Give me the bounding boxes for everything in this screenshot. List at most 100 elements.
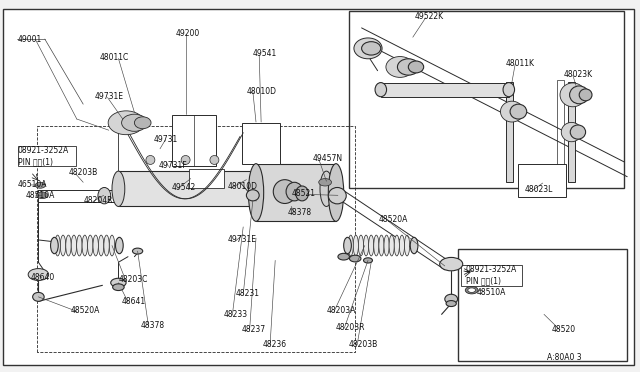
Text: 48233: 48233 — [224, 310, 248, 319]
Bar — [18, 146, 76, 166]
Ellipse shape — [88, 235, 93, 256]
Bar — [506, 82, 513, 182]
Text: 48203B: 48203B — [349, 340, 378, 349]
Ellipse shape — [560, 83, 586, 107]
Text: 49731: 49731 — [154, 135, 178, 144]
Ellipse shape — [328, 187, 346, 204]
Text: 48203B: 48203B — [69, 169, 99, 177]
Ellipse shape — [82, 235, 88, 256]
Ellipse shape — [66, 235, 71, 256]
Text: 48510A: 48510A — [477, 288, 506, 296]
Text: 48011K: 48011K — [506, 59, 534, 68]
Text: 49731F: 49731F — [159, 161, 188, 170]
Text: 49001: 49001 — [17, 35, 42, 44]
Ellipse shape — [115, 237, 123, 254]
Ellipse shape — [440, 257, 463, 271]
Ellipse shape — [108, 111, 144, 135]
Ellipse shape — [375, 83, 387, 97]
Ellipse shape — [35, 182, 45, 188]
Ellipse shape — [338, 253, 349, 260]
Ellipse shape — [374, 235, 379, 256]
Bar — [242, 123, 280, 164]
Text: 49731E: 49731E — [95, 92, 124, 101]
Ellipse shape — [113, 284, 124, 291]
Ellipse shape — [465, 286, 478, 294]
Text: PIN ピン(1): PIN ピン(1) — [18, 157, 53, 166]
Ellipse shape — [510, 104, 527, 119]
Ellipse shape — [354, 38, 382, 59]
Ellipse shape — [369, 235, 374, 256]
Ellipse shape — [579, 89, 592, 101]
Bar — [458, 249, 627, 361]
Ellipse shape — [503, 83, 515, 97]
Ellipse shape — [273, 180, 296, 203]
Ellipse shape — [77, 235, 82, 256]
Ellipse shape — [33, 292, 44, 301]
Ellipse shape — [134, 117, 151, 129]
Ellipse shape — [358, 235, 364, 256]
Ellipse shape — [93, 235, 99, 256]
Bar — [189, 169, 224, 188]
Text: PIN ピン(1): PIN ピン(1) — [466, 276, 501, 285]
Text: 49731E: 49731E — [227, 235, 256, 244]
Ellipse shape — [348, 235, 353, 256]
Text: 48203R: 48203R — [336, 323, 365, 332]
Ellipse shape — [71, 235, 77, 256]
Ellipse shape — [399, 235, 404, 256]
Text: 49200: 49200 — [176, 29, 200, 38]
Ellipse shape — [386, 57, 414, 77]
Text: 48023K: 48023K — [563, 70, 593, 79]
Text: 48378: 48378 — [141, 321, 165, 330]
Ellipse shape — [109, 235, 115, 256]
Text: 48510A: 48510A — [26, 191, 55, 200]
Ellipse shape — [111, 278, 126, 287]
Ellipse shape — [36, 192, 48, 199]
Text: 48641: 48641 — [122, 297, 146, 306]
Bar — [349, 11, 624, 188]
Bar — [381, 83, 509, 97]
Ellipse shape — [319, 179, 332, 186]
Text: 48237: 48237 — [242, 325, 266, 334]
Ellipse shape — [99, 235, 104, 256]
Ellipse shape — [104, 235, 109, 256]
Bar — [518, 164, 566, 197]
Ellipse shape — [146, 155, 155, 164]
Ellipse shape — [28, 269, 49, 280]
Ellipse shape — [349, 255, 361, 262]
Ellipse shape — [98, 187, 111, 204]
Ellipse shape — [55, 235, 60, 256]
Text: 49542: 49542 — [172, 183, 196, 192]
Ellipse shape — [181, 155, 190, 164]
Ellipse shape — [364, 258, 372, 263]
Text: 48640: 48640 — [31, 273, 55, 282]
Ellipse shape — [132, 248, 143, 254]
Ellipse shape — [404, 235, 410, 256]
Ellipse shape — [246, 190, 259, 201]
Ellipse shape — [296, 186, 308, 201]
Ellipse shape — [408, 61, 424, 73]
Ellipse shape — [570, 125, 586, 139]
Ellipse shape — [561, 122, 582, 142]
Ellipse shape — [210, 155, 219, 164]
Text: 48204R: 48204R — [83, 196, 113, 205]
Text: 08921-3252A: 08921-3252A — [18, 146, 69, 155]
Text: 48231: 48231 — [236, 289, 260, 298]
Ellipse shape — [570, 86, 589, 104]
Text: 48520: 48520 — [552, 325, 576, 334]
Text: 49541: 49541 — [253, 49, 277, 58]
Text: 48378: 48378 — [288, 208, 312, 217]
Bar — [568, 82, 575, 182]
Text: 48203A: 48203A — [326, 306, 356, 315]
Ellipse shape — [445, 294, 458, 304]
Ellipse shape — [379, 235, 384, 256]
Ellipse shape — [60, 235, 66, 256]
Ellipse shape — [500, 101, 524, 122]
Ellipse shape — [397, 59, 419, 75]
Bar — [256, 164, 336, 221]
Ellipse shape — [446, 301, 456, 307]
Ellipse shape — [410, 237, 418, 254]
Ellipse shape — [384, 235, 389, 256]
Ellipse shape — [248, 164, 264, 221]
Ellipse shape — [389, 235, 394, 256]
Ellipse shape — [286, 182, 303, 201]
